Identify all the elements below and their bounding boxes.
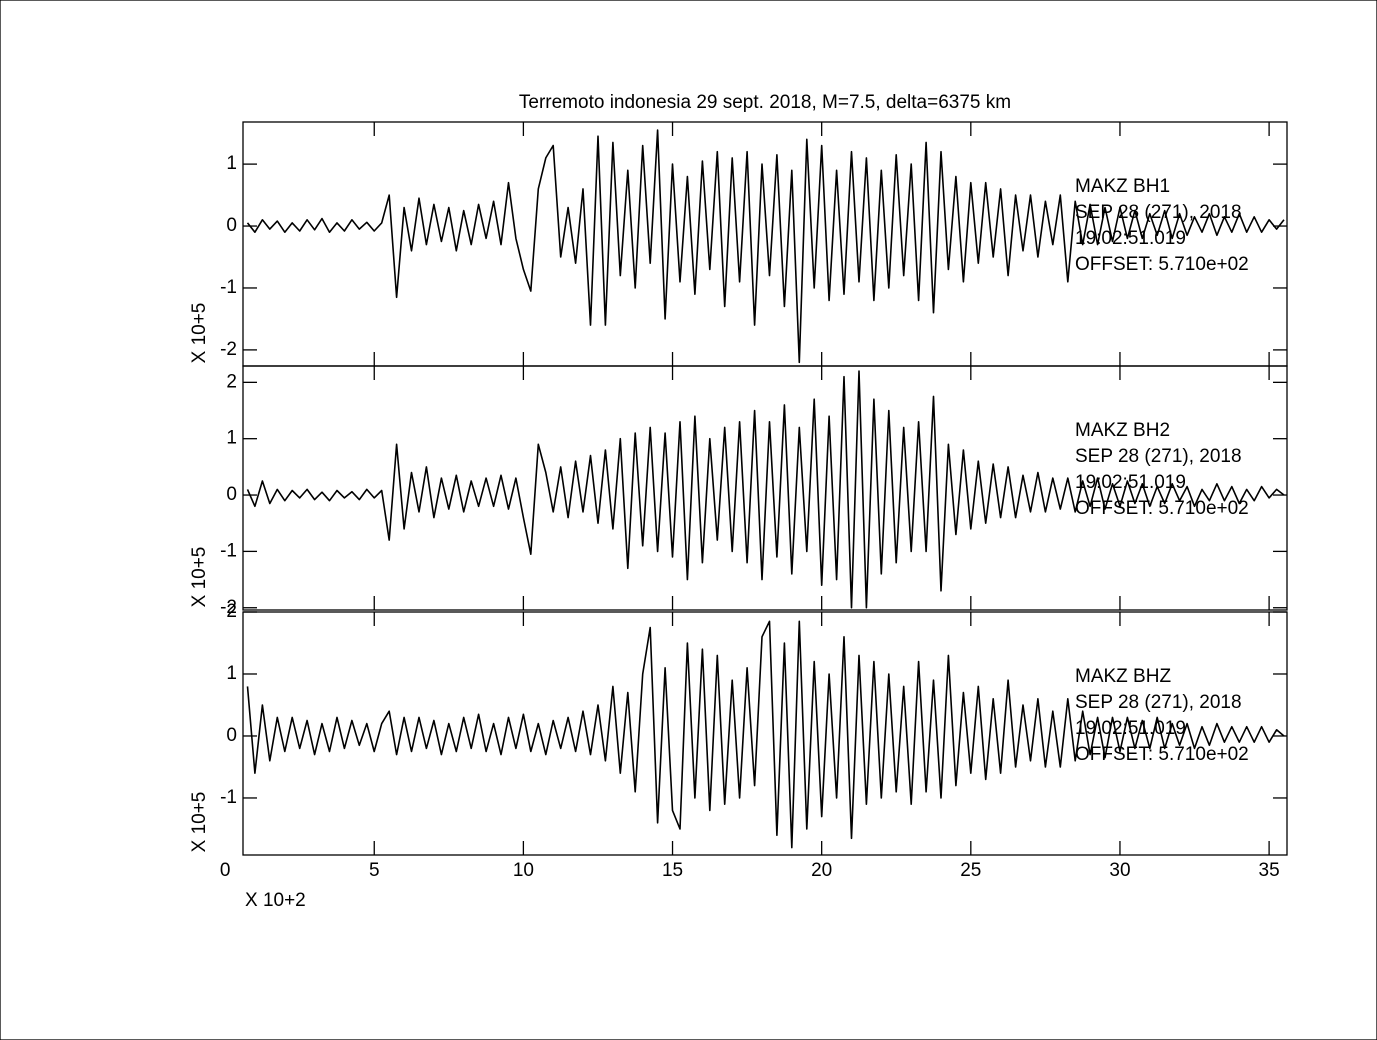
y-axis-label: X 10+5 bbox=[189, 792, 210, 853]
y-axis-label: X 10+5 bbox=[189, 547, 210, 608]
y-tick-label: 1 bbox=[226, 153, 237, 174]
x-tick-label: 30 bbox=[1109, 860, 1130, 881]
y-tick-label: 2 bbox=[226, 601, 237, 622]
trace-annotation: OFFSET: 5.710e+02 bbox=[1075, 744, 1249, 765]
trace-annotation: SEP 28 (271), 2018 bbox=[1075, 446, 1242, 467]
trace-annotation: MAKZ BH1 bbox=[1075, 176, 1170, 197]
trace-annotation: OFFSET: 5.710e+02 bbox=[1075, 254, 1249, 275]
trace-annotation: 19:02:51.019 bbox=[1075, 472, 1186, 493]
trace-annotation: OFFSET: 5.710e+02 bbox=[1075, 498, 1249, 519]
y-tick-label: 1 bbox=[226, 663, 237, 684]
y-tick-label: 0 bbox=[226, 725, 237, 746]
y-tick-label: -2 bbox=[220, 597, 237, 618]
trace-annotation: MAKZ BHZ bbox=[1075, 666, 1171, 687]
y-tick-label: -1 bbox=[220, 787, 237, 808]
x-tick-label: 35 bbox=[1259, 860, 1280, 881]
y-tick-label: -1 bbox=[220, 540, 237, 561]
y-axis-label: X 10+5 bbox=[189, 303, 210, 364]
y-tick-label: 2 bbox=[226, 371, 237, 392]
x-tick-label: 10 bbox=[513, 860, 534, 881]
seismogram-trace bbox=[246, 370, 1285, 609]
trace-annotation: MAKZ BH2 bbox=[1075, 420, 1170, 441]
y-tick-label: -2 bbox=[220, 339, 237, 360]
panel-frame bbox=[242, 365, 1288, 611]
y-tick-label: 1 bbox=[226, 428, 237, 449]
trace-annotation: SEP 28 (271), 2018 bbox=[1075, 692, 1242, 713]
trace-annotation: SEP 28 (271), 2018 bbox=[1075, 202, 1242, 223]
chart-title: Terremoto indonesia 29 sept. 2018, M=7.5… bbox=[519, 92, 1011, 113]
y-tick-label: 0 bbox=[226, 215, 237, 236]
x-axis-label: X 10+2 bbox=[245, 890, 306, 911]
seismogram-trace bbox=[246, 620, 1285, 849]
x-tick-label: 20 bbox=[811, 860, 832, 881]
panel-frame bbox=[242, 611, 1288, 856]
trace-annotation: 19:02:51.019 bbox=[1075, 718, 1186, 739]
x-tick-label: 5 bbox=[369, 860, 380, 881]
trace-annotation: 19:02:51.019 bbox=[1075, 228, 1186, 249]
seismogram-trace bbox=[246, 129, 1285, 364]
y-tick-label: -1 bbox=[220, 277, 237, 298]
x-tick-label: 15 bbox=[662, 860, 683, 881]
x-tick-label: 0 bbox=[220, 860, 231, 881]
y-tick-label: 0 bbox=[226, 484, 237, 505]
x-tick-label: 25 bbox=[960, 860, 981, 881]
